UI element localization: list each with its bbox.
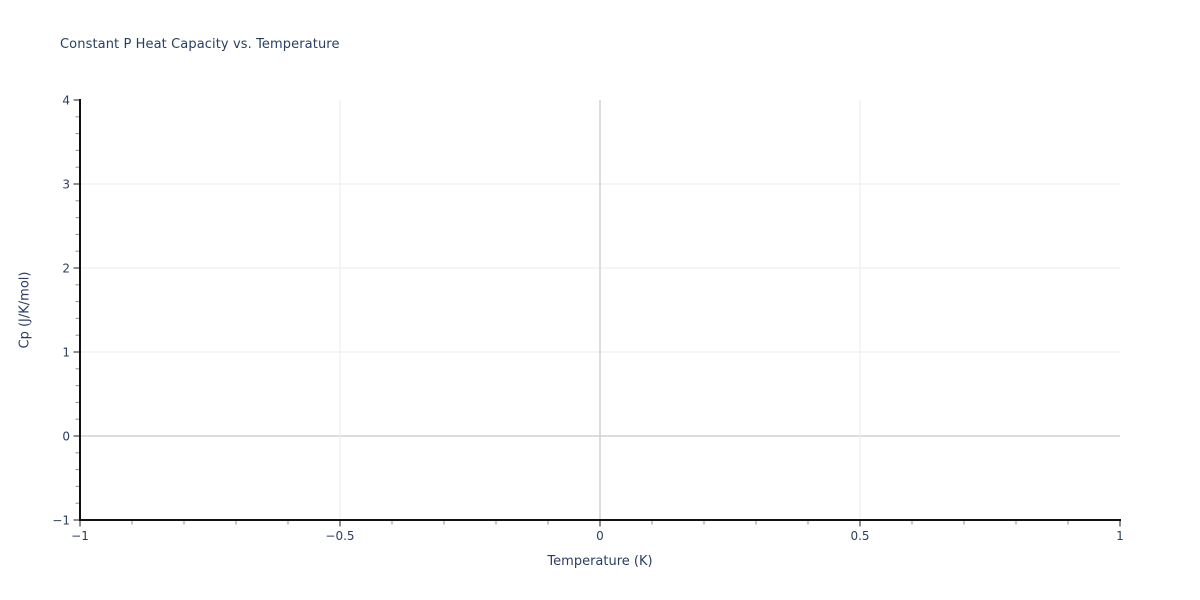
- x-tick-label: −1: [71, 529, 89, 543]
- y-tick-label: −1: [52, 514, 70, 528]
- y-tick-label: 0: [62, 430, 70, 444]
- y-tick-label: 4: [62, 94, 70, 108]
- x-tick-label: −0.5: [325, 529, 354, 543]
- x-tick-label: 0: [596, 529, 604, 543]
- x-tick-label: 1: [1116, 529, 1124, 543]
- y-tick-label: 3: [62, 178, 70, 192]
- chart-title: Constant P Heat Capacity vs. Temperature: [60, 37, 340, 52]
- y-tick-label: 1: [62, 346, 70, 360]
- y-axis-title: Cp (J/K/mol): [17, 271, 33, 349]
- x-axis-title: Temperature (K): [547, 554, 653, 569]
- y-tick-label: 2: [62, 262, 70, 276]
- x-tick-label: 0.5: [850, 529, 869, 543]
